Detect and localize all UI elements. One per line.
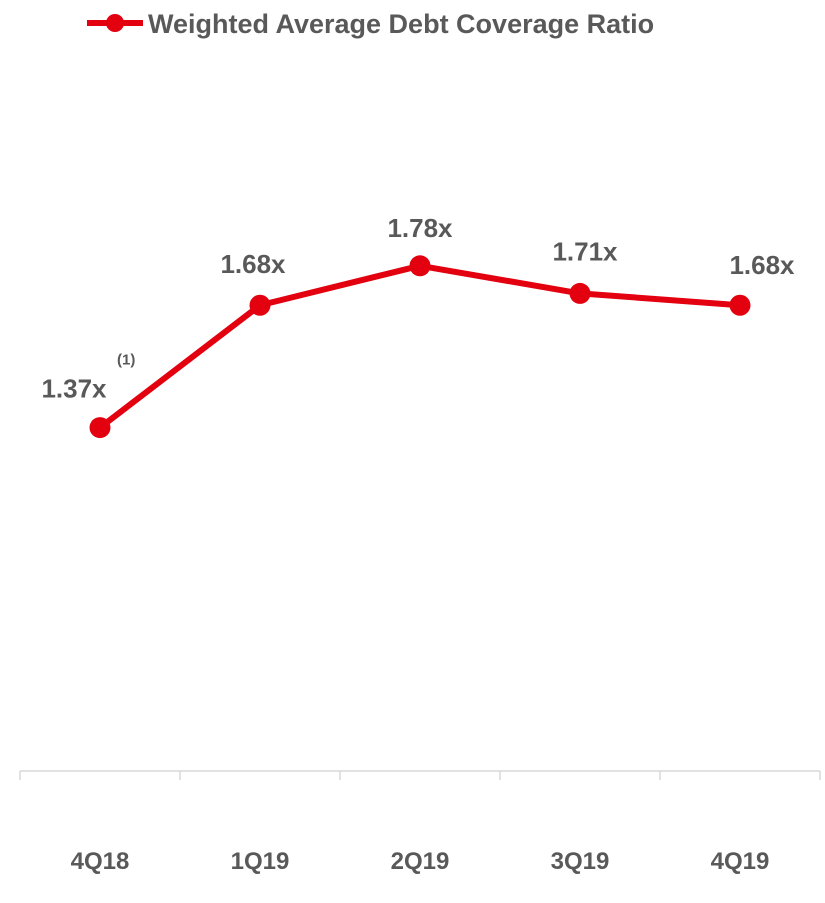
data-point [249, 294, 271, 316]
legend-dot-marker [106, 14, 124, 32]
data-label: 1.68x [220, 249, 286, 279]
data-point [409, 255, 431, 277]
legend-label: Weighted Average Debt Coverage Ratio [148, 9, 654, 39]
x-tick-label: 4Q19 [711, 848, 770, 875]
x-tick-label: 1Q19 [231, 848, 290, 875]
data-point [89, 417, 111, 439]
x-axis: 4Q18 1Q19 2Q19 3Q19 4Q19 [19, 770, 821, 875]
series-layer [89, 255, 751, 439]
data-labels: 1.37x 1.68x 1.78x 1.71x 1.68x (1) [41, 213, 795, 404]
series-line [97, 262, 743, 431]
x-tick-label: 3Q19 [551, 848, 610, 875]
data-point [569, 282, 591, 304]
x-tick-label: 2Q19 [391, 848, 450, 875]
legend: Weighted Average Debt Coverage Ratio [87, 9, 654, 39]
x-tick-label: 4Q18 [71, 848, 130, 875]
data-point [729, 294, 751, 316]
data-label: 1.68x [729, 250, 795, 280]
footnote-marker: (1) [117, 352, 135, 369]
data-label: 1.71x [552, 236, 618, 266]
data-label: 1.78x [387, 213, 453, 243]
data-label: 1.37x [41, 374, 107, 404]
